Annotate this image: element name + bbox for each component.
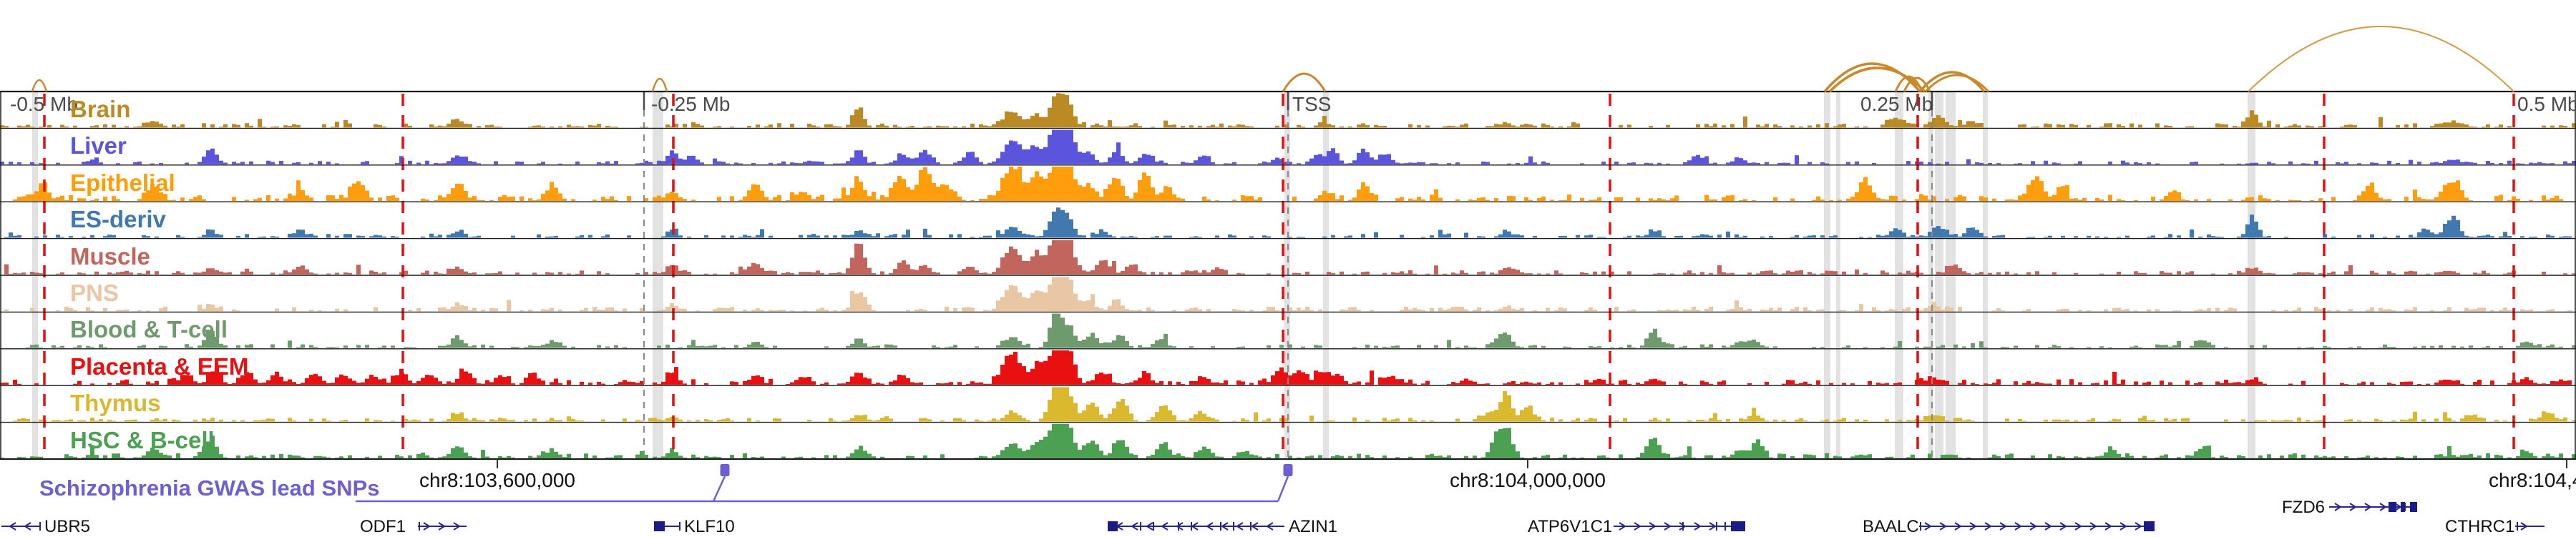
gwas-track-label: Schizophrenia GWAS lead SNPs	[39, 476, 380, 501]
gene-label-ubr5: UBR5	[44, 517, 91, 536]
track-label-thymus: Thymus	[70, 390, 161, 417]
interaction-arc	[1823, 62, 1921, 93]
interaction-arc	[1903, 77, 1931, 92]
track-label-hsc-b-cell: HSC & B-cell	[70, 426, 215, 453]
track-label-liver: Liver	[70, 132, 127, 159]
track-label-epithelial: Epithelial	[70, 169, 175, 196]
gene-label-klf10: KLF10	[684, 517, 735, 536]
interaction-arc	[31, 79, 48, 92]
gwas-snp-marker	[720, 464, 730, 476]
gene-label-baalc: BAALC	[1863, 517, 1919, 536]
track-label-brain: Brain	[70, 96, 131, 122]
gwas-snp-marker	[1283, 464, 1293, 476]
interaction-arc	[1828, 66, 1926, 93]
gene-label-azin1: AZIN1	[1289, 517, 1338, 536]
interaction-arc	[1282, 72, 1327, 92]
mb-tick-label: 0.5 Mb	[2517, 93, 2576, 115]
track-label-placenta-eem: Placenta & EEM	[70, 353, 249, 380]
gene-label-cthrc1: CTHRC1	[2445, 517, 2515, 536]
coordinate-label: chr8:104,000,000	[1450, 469, 1606, 491]
track-label-muscle: Muscle	[70, 242, 150, 270]
gene-label-atp6v1c1: ATP6V1C1	[1528, 517, 1613, 536]
coordinate-label: chr8:104,400,000	[2489, 469, 2576, 491]
mb-tick-label: -0.5 Mb	[10, 93, 78, 115]
interaction-arc	[1918, 71, 1986, 93]
interaction-arc	[1894, 75, 1923, 92]
mb-tick-label-tss: TSS	[1292, 93, 1332, 115]
track-label-blood-t-cell: Blood & T-cell	[70, 316, 228, 343]
gene-label-odf1: ODF1	[360, 517, 406, 536]
track-label-pns: PNS	[70, 280, 119, 306]
gene-label-fzd6: FZD6	[2282, 498, 2325, 517]
interaction-arc	[651, 77, 668, 92]
mb-tick-label: -0.25 Mb	[651, 93, 731, 115]
track-label-es-deriv: ES-deriv	[70, 206, 166, 233]
interaction-arc	[2248, 26, 2514, 92]
interaction-arc	[1924, 74, 1990, 93]
coordinate-label: chr8:103,600,000	[419, 469, 575, 491]
mb-tick-label: 0.25 Mb	[1860, 93, 1933, 115]
